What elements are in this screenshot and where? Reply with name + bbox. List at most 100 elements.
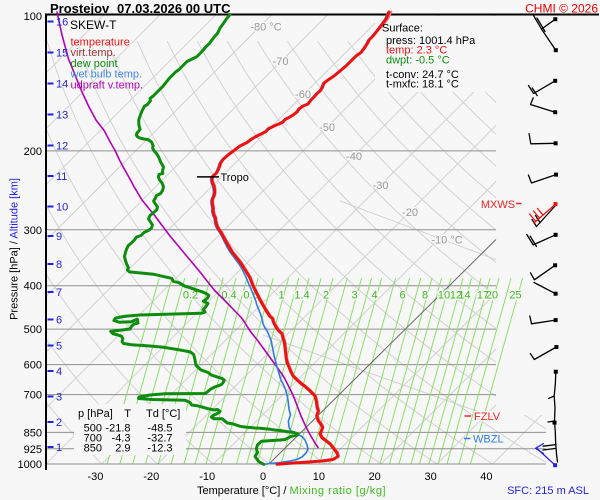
svg-text:-10: -10 — [199, 471, 215, 483]
svg-text:Surface:: Surface: — [382, 23, 423, 35]
svg-text:4: 4 — [56, 366, 62, 378]
svg-text:1: 1 — [278, 290, 284, 302]
svg-text:10: 10 — [438, 290, 450, 302]
svg-text:MXWS: MXWS — [481, 199, 515, 211]
svg-text:-10 °C: -10 °C — [431, 235, 462, 247]
svg-text:6: 6 — [399, 290, 405, 302]
svg-text:12: 12 — [450, 290, 462, 302]
svg-text:7: 7 — [56, 287, 62, 299]
svg-text:temp: 2.3 °C: temp: 2.3 °C — [386, 45, 447, 57]
svg-text:3: 3 — [351, 290, 357, 302]
svg-text:udpraft v.temp.: udpraft v.temp. — [71, 79, 144, 91]
svg-text:6: 6 — [399, 290, 405, 302]
svg-text:14: 14 — [458, 290, 470, 302]
svg-text:8: 8 — [56, 259, 62, 271]
svg-text:0.2: 0.2 — [183, 290, 198, 302]
svg-text:2.9: 2.9 — [115, 443, 130, 455]
svg-text:2: 2 — [56, 417, 62, 429]
svg-text:25: 25 — [509, 290, 521, 302]
svg-text:400: 400 — [24, 281, 42, 293]
svg-text:100: 100 — [24, 11, 42, 23]
svg-text:1: 1 — [56, 442, 62, 454]
svg-text:wet bulb temp.: wet bulb temp. — [70, 69, 143, 81]
svg-text:1: 1 — [278, 290, 284, 302]
svg-text:2: 2 — [323, 290, 329, 302]
svg-text:500: 500 — [24, 324, 42, 336]
svg-text:40: 40 — [480, 471, 492, 483]
svg-text:4: 4 — [371, 290, 377, 302]
svg-text:20: 20 — [486, 290, 498, 302]
svg-text:t-conv: 24.7 °C: t-conv: 24.7 °C — [386, 69, 459, 81]
svg-text:300: 300 — [24, 225, 42, 237]
svg-text:T: T — [124, 408, 131, 420]
svg-text:5: 5 — [56, 341, 62, 353]
svg-text:-60: -60 — [295, 89, 311, 101]
svg-text:-20: -20 — [402, 207, 418, 219]
svg-text:-32.7: -32.7 — [147, 433, 172, 445]
svg-text:8: 8 — [422, 290, 428, 302]
svg-text:FZLV: FZLV — [474, 411, 501, 423]
svg-text:16: 16 — [56, 17, 68, 29]
svg-text:-12.3: -12.3 — [147, 443, 172, 455]
svg-text:p [hPa]: p [hPa] — [78, 408, 113, 420]
svg-text:temperature: temperature — [71, 37, 130, 49]
svg-text:14: 14 — [458, 290, 470, 302]
svg-text:-40: -40 — [346, 151, 362, 163]
svg-text:200: 200 — [24, 146, 42, 158]
svg-text:1.4: 1.4 — [294, 290, 309, 302]
svg-text:1000: 1000 — [18, 459, 42, 471]
svg-text:3: 3 — [351, 290, 357, 302]
svg-text:Td [°C]: Td [°C] — [146, 408, 180, 420]
svg-text:14: 14 — [56, 79, 68, 91]
svg-text:0.2: 0.2 — [183, 290, 198, 302]
svg-text:CHMI © 2026: CHMI © 2026 — [525, 2, 598, 16]
svg-text:850: 850 — [84, 443, 102, 455]
svg-text:850: 850 — [24, 427, 42, 439]
svg-text:700: 700 — [84, 433, 102, 445]
svg-text:SFC: 215 m ASL: SFC: 215 m ASL — [507, 485, 589, 497]
svg-text:15: 15 — [56, 48, 68, 60]
svg-text:-50: -50 — [319, 122, 335, 134]
svg-text:-30: -30 — [373, 180, 389, 192]
svg-text:2: 2 — [323, 290, 329, 302]
svg-text:Pressure [hPa] / Altitude [km]: Pressure [hPa] / Altitude [km] — [9, 178, 21, 320]
svg-text:20: 20 — [486, 290, 498, 302]
svg-text:4: 4 — [371, 290, 377, 302]
svg-text:-20: -20 — [143, 471, 159, 483]
svg-text:925: 925 — [24, 444, 42, 456]
svg-text:3: 3 — [56, 392, 62, 404]
svg-text:30: 30 — [424, 471, 436, 483]
svg-text:500: 500 — [84, 423, 102, 435]
svg-text:-21.8: -21.8 — [105, 423, 130, 435]
svg-text:dew point: dew point — [71, 58, 118, 70]
svg-text:virt.temp.: virt.temp. — [71, 47, 116, 59]
svg-text:-48.5: -48.5 — [147, 423, 172, 435]
svg-text:9: 9 — [56, 231, 62, 243]
svg-text:600: 600 — [24, 360, 42, 372]
svg-text:Temperature [°C] / Mixing ra: Temperature [°C] / Mixing ratio [g/kg] — [197, 485, 386, 497]
svg-text:10: 10 — [56, 202, 68, 214]
svg-text:-70: -70 — [273, 56, 289, 68]
svg-text:WBZL: WBZL — [473, 434, 504, 446]
svg-text:-4.3: -4.3 — [112, 433, 131, 445]
svg-text:12: 12 — [450, 290, 462, 302]
svg-text:11: 11 — [56, 171, 67, 183]
svg-text:0: 0 — [260, 471, 266, 483]
svg-text:0.4: 0.4 — [221, 290, 236, 302]
svg-text:1.4: 1.4 — [294, 290, 309, 302]
svg-text:t-mxfc: 18.1 °C: t-mxfc: 18.1 °C — [386, 79, 459, 91]
svg-text:17: 17 — [477, 290, 489, 302]
svg-text:6: 6 — [56, 315, 62, 327]
svg-text:20: 20 — [369, 471, 381, 483]
svg-text:Tropo: Tropo — [221, 172, 249, 184]
svg-text:07.03.2026 00 UTC: 07.03.2026 00 UTC — [117, 1, 231, 16]
svg-text:press: 1001.4 hPa: press: 1001.4 hPa — [386, 35, 476, 47]
svg-text:12: 12 — [56, 141, 68, 153]
svg-text:13: 13 — [56, 110, 68, 122]
svg-text:-30: -30 — [87, 471, 103, 483]
svg-text:10: 10 — [313, 471, 325, 483]
svg-text:dwpt: -0.5 °C: dwpt: -0.5 °C — [386, 54, 450, 66]
svg-text:10: 10 — [438, 290, 450, 302]
svg-text:8: 8 — [422, 290, 428, 302]
svg-text:Prostejov: Prostejov — [50, 1, 110, 16]
